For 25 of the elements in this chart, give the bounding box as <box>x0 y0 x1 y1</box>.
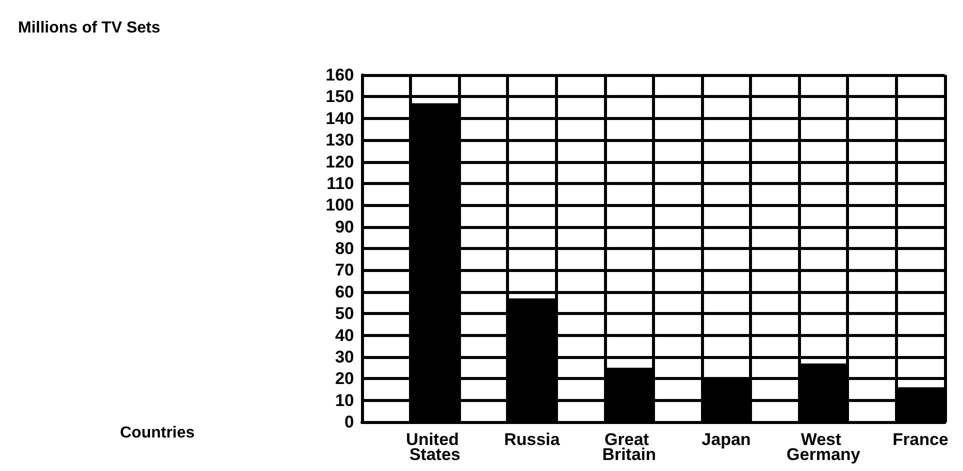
y-tick-label: 20 <box>335 369 354 388</box>
y-tick-label: 120 <box>326 152 354 172</box>
y-tick-label: 40 <box>335 326 354 345</box>
y-tick-label: 50 <box>335 304 354 324</box>
y-tick-label: 30 <box>335 347 354 366</box>
y-tick-label: 80 <box>335 239 354 258</box>
x-tick-label: United States <box>406 430 464 464</box>
y-tick-label: 110 <box>326 174 354 193</box>
y-tick-label: 0 <box>344 412 354 432</box>
x-tick-label: West Germany <box>786 430 861 464</box>
y-tick-label: 70 <box>335 260 354 280</box>
y-tick-label: 160 <box>326 66 354 84</box>
y-tick-label: 90 <box>335 217 354 236</box>
y-tick-label: 140 <box>326 108 354 128</box>
x-tick-label: France <box>892 430 948 449</box>
x-tick-label: Japan <box>702 430 751 449</box>
text: Countries <box>120 424 195 442</box>
y-tick-label: 60 <box>335 282 354 302</box>
y-tick-label: 10 <box>335 390 354 410</box>
text: Millions of TV Sets <box>18 20 160 36</box>
y-tick-label: 100 <box>326 196 354 215</box>
x-tick-label: Great Britain <box>602 430 656 464</box>
y-tick-label: 130 <box>326 130 354 150</box>
y-tick-label: 150 <box>326 87 354 106</box>
x-tick-label: Russia <box>504 430 560 449</box>
